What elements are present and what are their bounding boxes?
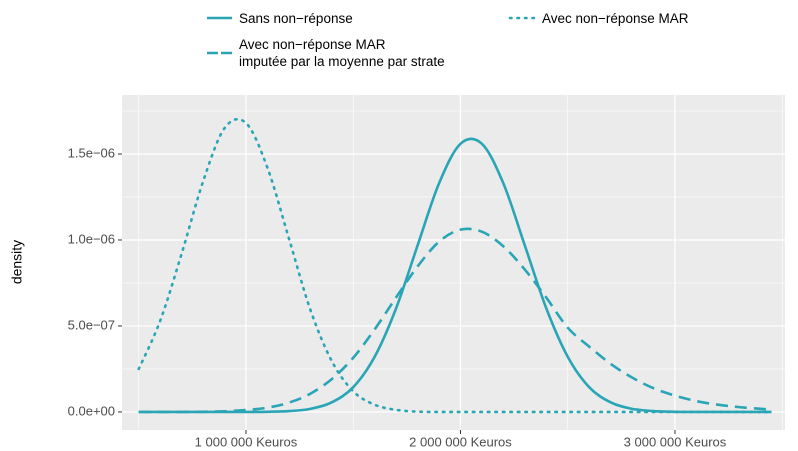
legend-key bbox=[207, 16, 232, 20]
plot-panel bbox=[122, 95, 785, 430]
legend-item: Avec non−réponse MAR imputée par la moye… bbox=[205, 36, 445, 70]
series-line bbox=[138, 227, 772, 414]
y-axis-label: density bbox=[9, 240, 25, 284]
legend-item: Sans non−réponse bbox=[205, 8, 353, 28]
y-tick-label: 1.5e−06 bbox=[68, 145, 115, 160]
x-tick-label: 3 000 000 Keuros bbox=[624, 434, 727, 449]
legend-label: Avec non−réponse MAR imputée par la moye… bbox=[239, 37, 445, 69]
legend-item: Avec non−réponse MAR bbox=[508, 8, 688, 28]
legend-key bbox=[207, 51, 232, 55]
y-tick-label: 5.0e−07 bbox=[68, 317, 115, 332]
legend-label: Avec non−réponse MAR bbox=[542, 10, 689, 26]
y-tick-label: 0.0e+00 bbox=[68, 403, 115, 418]
y-tick-label: 1.0e−06 bbox=[68, 231, 115, 246]
legend-label: Sans non−réponse bbox=[239, 10, 353, 26]
legend-key bbox=[508, 16, 537, 20]
x-tick-label: 1 000 000 Keuros bbox=[195, 434, 298, 449]
series-line bbox=[137, 117, 773, 414]
x-tick-label: 2 000 000 Keuros bbox=[409, 434, 512, 449]
